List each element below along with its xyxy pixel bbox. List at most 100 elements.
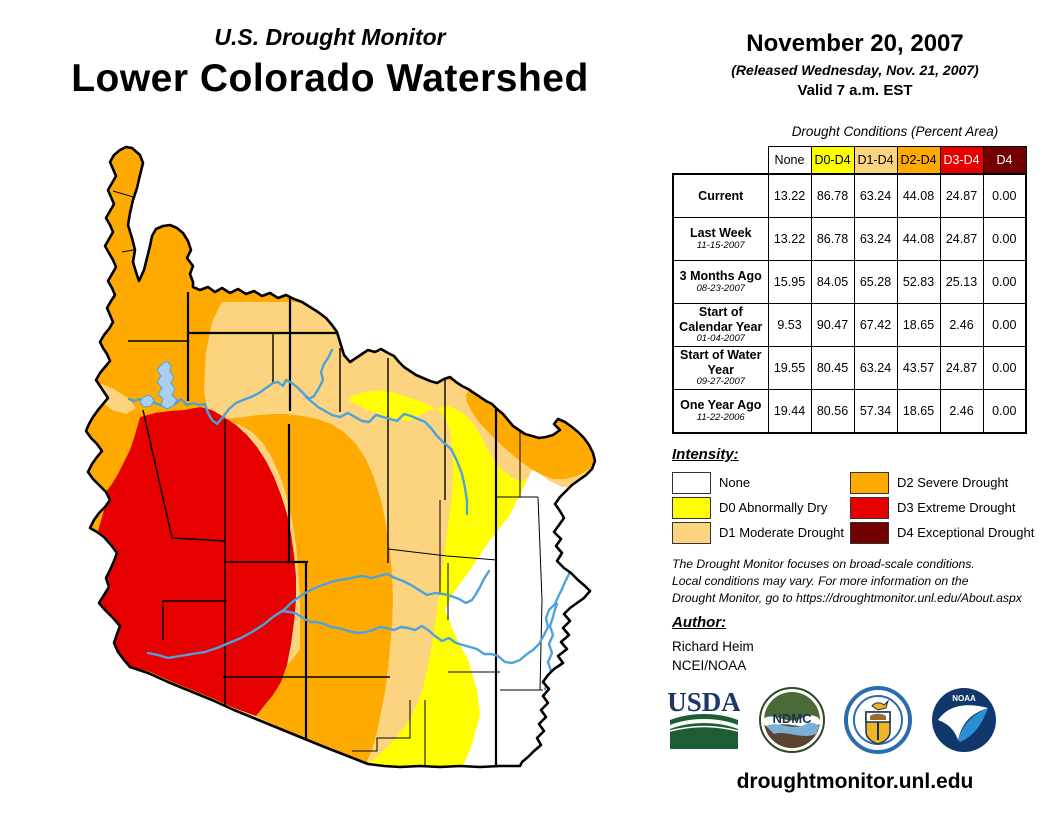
table-row: Start of Water Year 09-27-2007 19.55 80.4… [672, 346, 1027, 390]
table-row: One Year Ago 11-22-2006 19.44 80.56 57.34… [672, 389, 1027, 434]
cell-value: 19.44 [767, 389, 812, 434]
cell-value: 52.83 [896, 260, 941, 304]
legend-title: Intensity: [672, 446, 739, 463]
cell-value: 2.46 [939, 303, 984, 347]
row-label: 3 Months Ago 08-23-2007 [672, 260, 769, 304]
cell-value: 19.55 [767, 346, 812, 390]
legend-item-d1: D1 Moderate Drought [672, 520, 850, 545]
county-border-lines [128, 333, 446, 712]
noaa-logo: NOAA [932, 688, 996, 752]
cell-value: 15.95 [767, 260, 812, 304]
cell-value: 44.08 [896, 217, 941, 261]
row-label: One Year Ago 11-22-2006 [672, 389, 769, 434]
site-url: droughtmonitor.unl.edu [736, 770, 974, 793]
intensity-legend: Intensity: None D0 Abnormally Dry D1 Mod… [672, 446, 1052, 545]
cell-value: 65.28 [853, 260, 898, 304]
legend-label: D4 Exceptional Drought [897, 525, 1035, 540]
col-header-d1: D1-D4 [853, 146, 898, 175]
row-label: Last Week 11-15-2007 [672, 217, 769, 261]
legend-swatch-none [672, 471, 711, 494]
ndmc-logo-text: NDMC [773, 711, 813, 726]
left-header: U.S. Drought Monitor Lower Colorado Wate… [0, 24, 660, 101]
legend-label: D3 Extreme Drought [897, 500, 1016, 515]
cell-value: 13.22 [767, 173, 812, 218]
cell-value: 0.00 [982, 346, 1027, 390]
right-header: November 20, 2007 (Released Wednesday, N… [690, 30, 1020, 99]
legend-swatch-d2 [850, 471, 889, 494]
legend-item-d0: D0 Abnormally Dry [672, 495, 850, 520]
region-d2-ne-strip [466, 390, 594, 479]
row-label: Start of Water Year 09-27-2007 [672, 346, 769, 390]
cell-value: 18.65 [896, 303, 941, 347]
cell-value: 67.42 [853, 303, 898, 347]
cell-value: 2.46 [939, 389, 984, 434]
col-header-d0: D0-D4 [810, 146, 855, 175]
agency-logos: USDA NDMC NOAA [668, 686, 1048, 754]
row-date: 09-27-2007 [696, 375, 746, 387]
table-caption: Drought Conditions (Percent Area) [791, 124, 999, 139]
table-row: Last Week 11-15-2007 13.22 86.78 63.24 44… [672, 217, 1027, 261]
cell-value: 90.47 [810, 303, 855, 347]
row-date: 11-15-2007 [696, 239, 745, 251]
legend-swatch-d0 [672, 496, 711, 519]
col-header-none: None [767, 146, 812, 175]
cell-value: 0.00 [982, 303, 1027, 347]
cell-value: 18.65 [896, 389, 941, 434]
author-name: Richard Heim [672, 639, 754, 654]
legend-swatch-d4 [850, 521, 889, 544]
cell-value: 86.78 [810, 217, 855, 261]
region-d3-extreme [98, 407, 296, 716]
legend-swatch-d3 [850, 496, 889, 519]
legend-item-d3: D3 Extreme Drought [850, 495, 1034, 520]
cell-value: 80.45 [810, 346, 855, 390]
cell-value: 86.78 [810, 173, 855, 218]
legend-swatch-d1 [672, 521, 711, 544]
minor-county-lines [112, 190, 543, 766]
cell-value: 13.22 [767, 217, 812, 261]
row-date: 11-22-2006 [696, 411, 745, 423]
little-colorado-river [304, 395, 469, 516]
author-org: NCEI/NOAA [672, 658, 747, 673]
col-header-d2: D2-D4 [896, 146, 941, 175]
commerce-seal [844, 686, 912, 754]
ndmc-logo: NDMC [759, 687, 825, 753]
legend-item-none: None [672, 470, 850, 495]
page-title: Lower Colorado Watershed [71, 57, 589, 100]
cell-value: 57.34 [853, 389, 898, 434]
row-date: 01-04-2007 [696, 332, 746, 344]
author-heading: Author: [672, 614, 727, 631]
row-label: Start of Calendar Year 01-04-2007 [672, 303, 769, 347]
cell-value: 63.24 [853, 217, 898, 261]
row-label-text: Current [698, 188, 744, 203]
cell-value: 24.87 [939, 173, 984, 218]
gila-river [146, 570, 572, 665]
table-row: Current 13.22 86.78 63.24 44.08 24.87 0.… [672, 173, 1027, 218]
table-row: Start of Calendar Year 01-04-2007 9.53 90… [672, 303, 1027, 347]
drought-conditions-table: None D0-D4 D1-D4 D2-D4 D3-D4 D4 Current … [672, 146, 1027, 434]
usda-logo: USDA [668, 687, 740, 749]
noaa-logo-text: NOAA [952, 694, 976, 703]
legend-label: D0 Abnormally Dry [719, 500, 828, 515]
legend-label: D2 Severe Drought [897, 475, 1009, 490]
cell-value: 0.00 [982, 260, 1027, 304]
product-title: U.S. Drought Monitor [214, 24, 446, 50]
cell-value: 0.00 [982, 217, 1027, 261]
cell-value: 80.56 [810, 389, 855, 434]
legend-label: None [719, 475, 751, 490]
table-row: 3 Months Ago 08-23-2007 15.95 84.05 65.28… [672, 260, 1027, 304]
table-header-row: None D0-D4 D1-D4 D2-D4 D3-D4 D4 [673, 146, 1027, 175]
cell-value: 0.00 [982, 389, 1027, 434]
header-spacer-cell [673, 147, 768, 175]
disclaimer-text: The Drought Monitor focuses on broad-sca… [672, 557, 1022, 605]
row-label-text: 3 Months Ago [679, 269, 762, 284]
cell-value: 24.87 [939, 217, 984, 261]
legend-item-d4: D4 Exceptional Drought [850, 520, 1034, 545]
lake-mead [139, 360, 178, 410]
author-block: Author: Richard Heim NCEI/NOAA [672, 614, 754, 673]
legend-label: D1 Moderate Drought [719, 525, 845, 540]
col-header-d4: D4 [982, 146, 1027, 175]
legend-item-d2: D2 Severe Drought [850, 470, 1034, 495]
cell-value: 0.00 [982, 173, 1027, 218]
col-header-d3: D3-D4 [939, 146, 984, 175]
